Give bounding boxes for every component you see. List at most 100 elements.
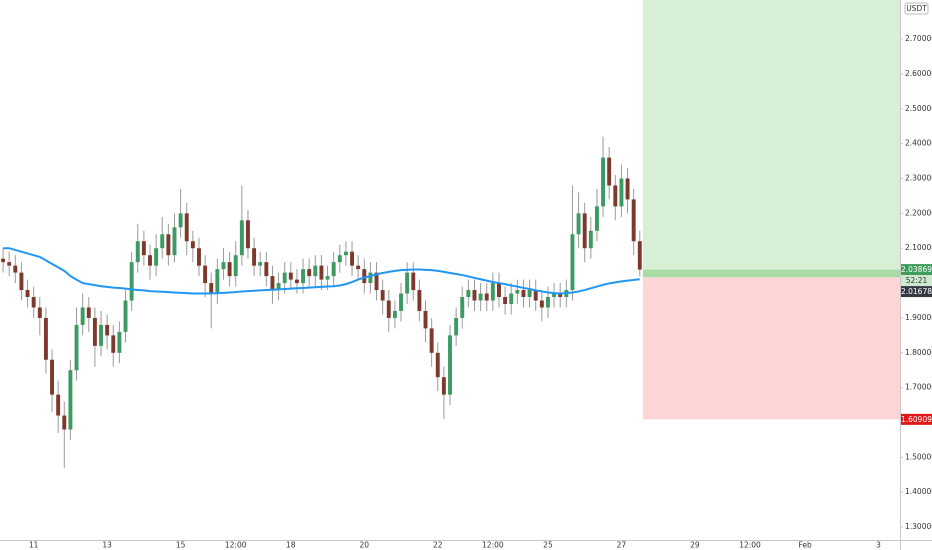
candle-body <box>435 352 440 378</box>
candle-body <box>521 290 526 298</box>
candle-body <box>111 335 116 353</box>
candle-body <box>319 265 324 280</box>
candle-body <box>503 297 508 304</box>
candle-body <box>533 290 538 301</box>
candle-body <box>276 283 281 291</box>
y-tick-label: 1.70000 <box>905 383 932 392</box>
x-tick-label: 13 <box>102 541 112 550</box>
candle-body <box>99 324 103 346</box>
candle-body <box>246 220 250 249</box>
candle-body <box>92 317 97 346</box>
candle-body <box>86 307 91 318</box>
candle-body <box>190 241 195 249</box>
candle-body <box>625 178 630 200</box>
candle-body <box>239 220 244 256</box>
candle-body <box>423 310 428 329</box>
candle-body <box>270 276 275 291</box>
candle-body <box>282 272 287 284</box>
stop-label-box <box>901 413 932 425</box>
candle-body <box>546 297 550 308</box>
y-tick-label: 1.40000 <box>905 487 932 496</box>
candle-body <box>478 293 483 301</box>
currency-box <box>904 2 929 15</box>
candle-body <box>570 234 575 291</box>
y-tick-label: 2.70000 <box>905 34 932 43</box>
candle-body <box>7 262 12 266</box>
candle-body <box>392 310 397 318</box>
candle-body <box>582 213 587 249</box>
entry-label: 2.01678 <box>901 287 932 296</box>
candle-body <box>301 269 306 284</box>
candle-body <box>607 157 612 186</box>
last-price-label-box <box>901 264 932 276</box>
countdown-label-box <box>901 275 932 287</box>
candle-body <box>141 241 146 256</box>
candle-body <box>539 300 544 308</box>
candle-body <box>472 290 477 301</box>
candle-body <box>252 248 257 266</box>
y-tick-label: 2.60000 <box>905 69 932 78</box>
candle-body <box>117 331 122 353</box>
x-tick-label: 20 <box>360 541 370 550</box>
candle-body <box>368 272 373 284</box>
candle-body <box>31 297 36 308</box>
candle-body <box>399 293 403 311</box>
candle-body <box>307 269 312 277</box>
candle-body <box>460 297 465 318</box>
candle-body <box>441 377 446 395</box>
candle-body <box>343 251 348 256</box>
x-tick-label: 3 <box>876 541 881 550</box>
candle-body <box>490 283 495 301</box>
loss-zone <box>642 277 900 420</box>
candle-body <box>497 283 501 298</box>
candle-body <box>484 293 489 301</box>
y-tick-label: 1.90000 <box>905 313 932 322</box>
candle-body <box>172 227 177 256</box>
y-tick-label: 2.30000 <box>905 173 932 182</box>
candle-body <box>509 293 514 304</box>
candle-body <box>1 258 6 263</box>
candle-body <box>178 213 183 228</box>
y-tick-label: 2.10000 <box>905 243 932 252</box>
candle-body <box>135 241 140 263</box>
candle-body <box>405 272 410 294</box>
candle-body <box>631 199 636 242</box>
candle-body <box>62 415 67 430</box>
entry-label-box <box>901 286 932 298</box>
candle-body <box>380 290 385 301</box>
candle-body <box>619 178 624 207</box>
candle-body <box>337 255 342 263</box>
candle-body <box>288 272 293 280</box>
candle-body <box>105 324 110 336</box>
candle-body <box>411 272 416 291</box>
currency-label: USDT <box>906 4 927 13</box>
candle-body <box>19 272 24 291</box>
candle-body <box>56 394 61 416</box>
x-tick-label: 22 <box>433 541 443 550</box>
candle-body <box>576 213 581 235</box>
candle-body <box>448 335 452 395</box>
candle-body <box>74 324 79 371</box>
candle-body <box>637 241 642 270</box>
candle-body <box>129 262 134 301</box>
x-tick-label: 29 <box>690 541 700 550</box>
candle-body <box>68 370 73 430</box>
candle-body <box>429 328 434 353</box>
y-tick-label: 1.80000 <box>905 348 932 357</box>
candle-body <box>313 265 318 277</box>
candle-body <box>148 255 152 266</box>
candle-body <box>209 283 214 294</box>
candle-body <box>386 300 391 318</box>
x-tick-label: 11 <box>29 541 39 550</box>
candle-body <box>25 290 30 298</box>
candle-body <box>515 290 520 294</box>
candle-body <box>215 269 220 294</box>
candle-body <box>37 307 42 318</box>
candle-body <box>374 272 379 291</box>
y-tick-label: 2.50000 <box>905 104 932 113</box>
open-profit <box>642 269 900 278</box>
candle-body <box>294 279 299 284</box>
candle-body <box>588 230 593 249</box>
candle-body <box>166 234 171 256</box>
